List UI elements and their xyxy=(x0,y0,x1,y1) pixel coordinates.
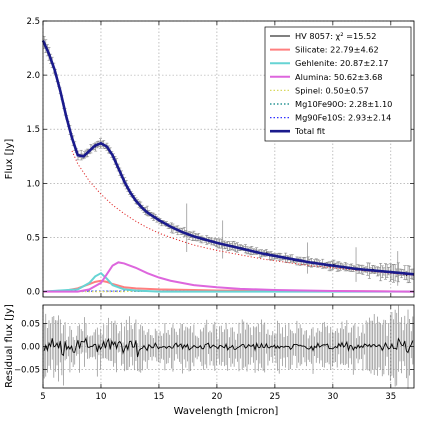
gehlenite-line xyxy=(42,271,414,293)
flux-frame xyxy=(42,20,415,298)
flux-y-tick-label: 2.0 xyxy=(26,71,40,81)
alumina-line xyxy=(43,261,415,293)
legend-label: Gehlenite: 20.87±2.17 xyxy=(295,58,389,68)
flux-y-tick-label: 1.0 xyxy=(26,179,40,189)
legend-label: Alumina: 50.62±3.68 xyxy=(295,72,382,82)
residual-x-tick-label: 20 xyxy=(211,392,222,402)
legend-label: Total fit xyxy=(294,126,326,136)
legend: HV 8057: χ² =15.52 Silicate: 22.79±4.62 Ge… xyxy=(264,26,412,142)
flux-y-tick-label: 2.5 xyxy=(26,17,40,27)
legend-label: Mg10Fe90O: 2.28±1.10 xyxy=(295,99,392,109)
residual-y-tick-label: 0.05 xyxy=(21,319,40,329)
residual-axis-label: Residual flux [Jy] xyxy=(4,304,15,388)
residual-y-tick-label: 0.00 xyxy=(21,343,40,353)
residual-line xyxy=(43,336,414,358)
residual-panel: 5 10 15 20 25 30 35 −0.05 0.00 0.05 xyxy=(14,304,415,402)
residual-x-tick-label: 15 xyxy=(154,392,165,402)
legend-label: Mg90Fe10S: 2.93±2.14 xyxy=(295,113,391,123)
flux-y-tick-label: 0.0 xyxy=(26,288,40,298)
flux-panel: 0.0 0.5 1.0 1.5 2.0 2.5 HV 8057: χ² =15.52 Sili… xyxy=(26,17,415,298)
flux-y-tick-label: 0.5 xyxy=(26,233,40,243)
residual-x-tick-label: 10 xyxy=(96,392,107,402)
legend-label: HV 8057: χ² =15.52 xyxy=(295,31,376,41)
flux-y-tick-label: 1.5 xyxy=(26,125,40,135)
residual-x-tick-label: 25 xyxy=(269,392,280,402)
wavelength-axis-label: Wavelength [micron] xyxy=(174,406,279,417)
residual-y-tick-label: −0.05 xyxy=(14,366,40,376)
continuum-line xyxy=(71,150,415,276)
legend-label: Silicate: 22.79±4.62 xyxy=(295,45,379,55)
residual-x-tick-label: 5 xyxy=(40,392,45,402)
residual-x-tick-label: 30 xyxy=(327,392,338,402)
flux-axis-label: Flux [Jy] xyxy=(4,139,15,180)
residual-x-tick-label: 35 xyxy=(385,392,396,402)
legend-box xyxy=(264,26,412,142)
total-fit-line xyxy=(41,39,415,276)
residual-spectrum xyxy=(43,305,414,389)
legend-label: Spinel: 0.50±0.57 xyxy=(295,85,369,95)
